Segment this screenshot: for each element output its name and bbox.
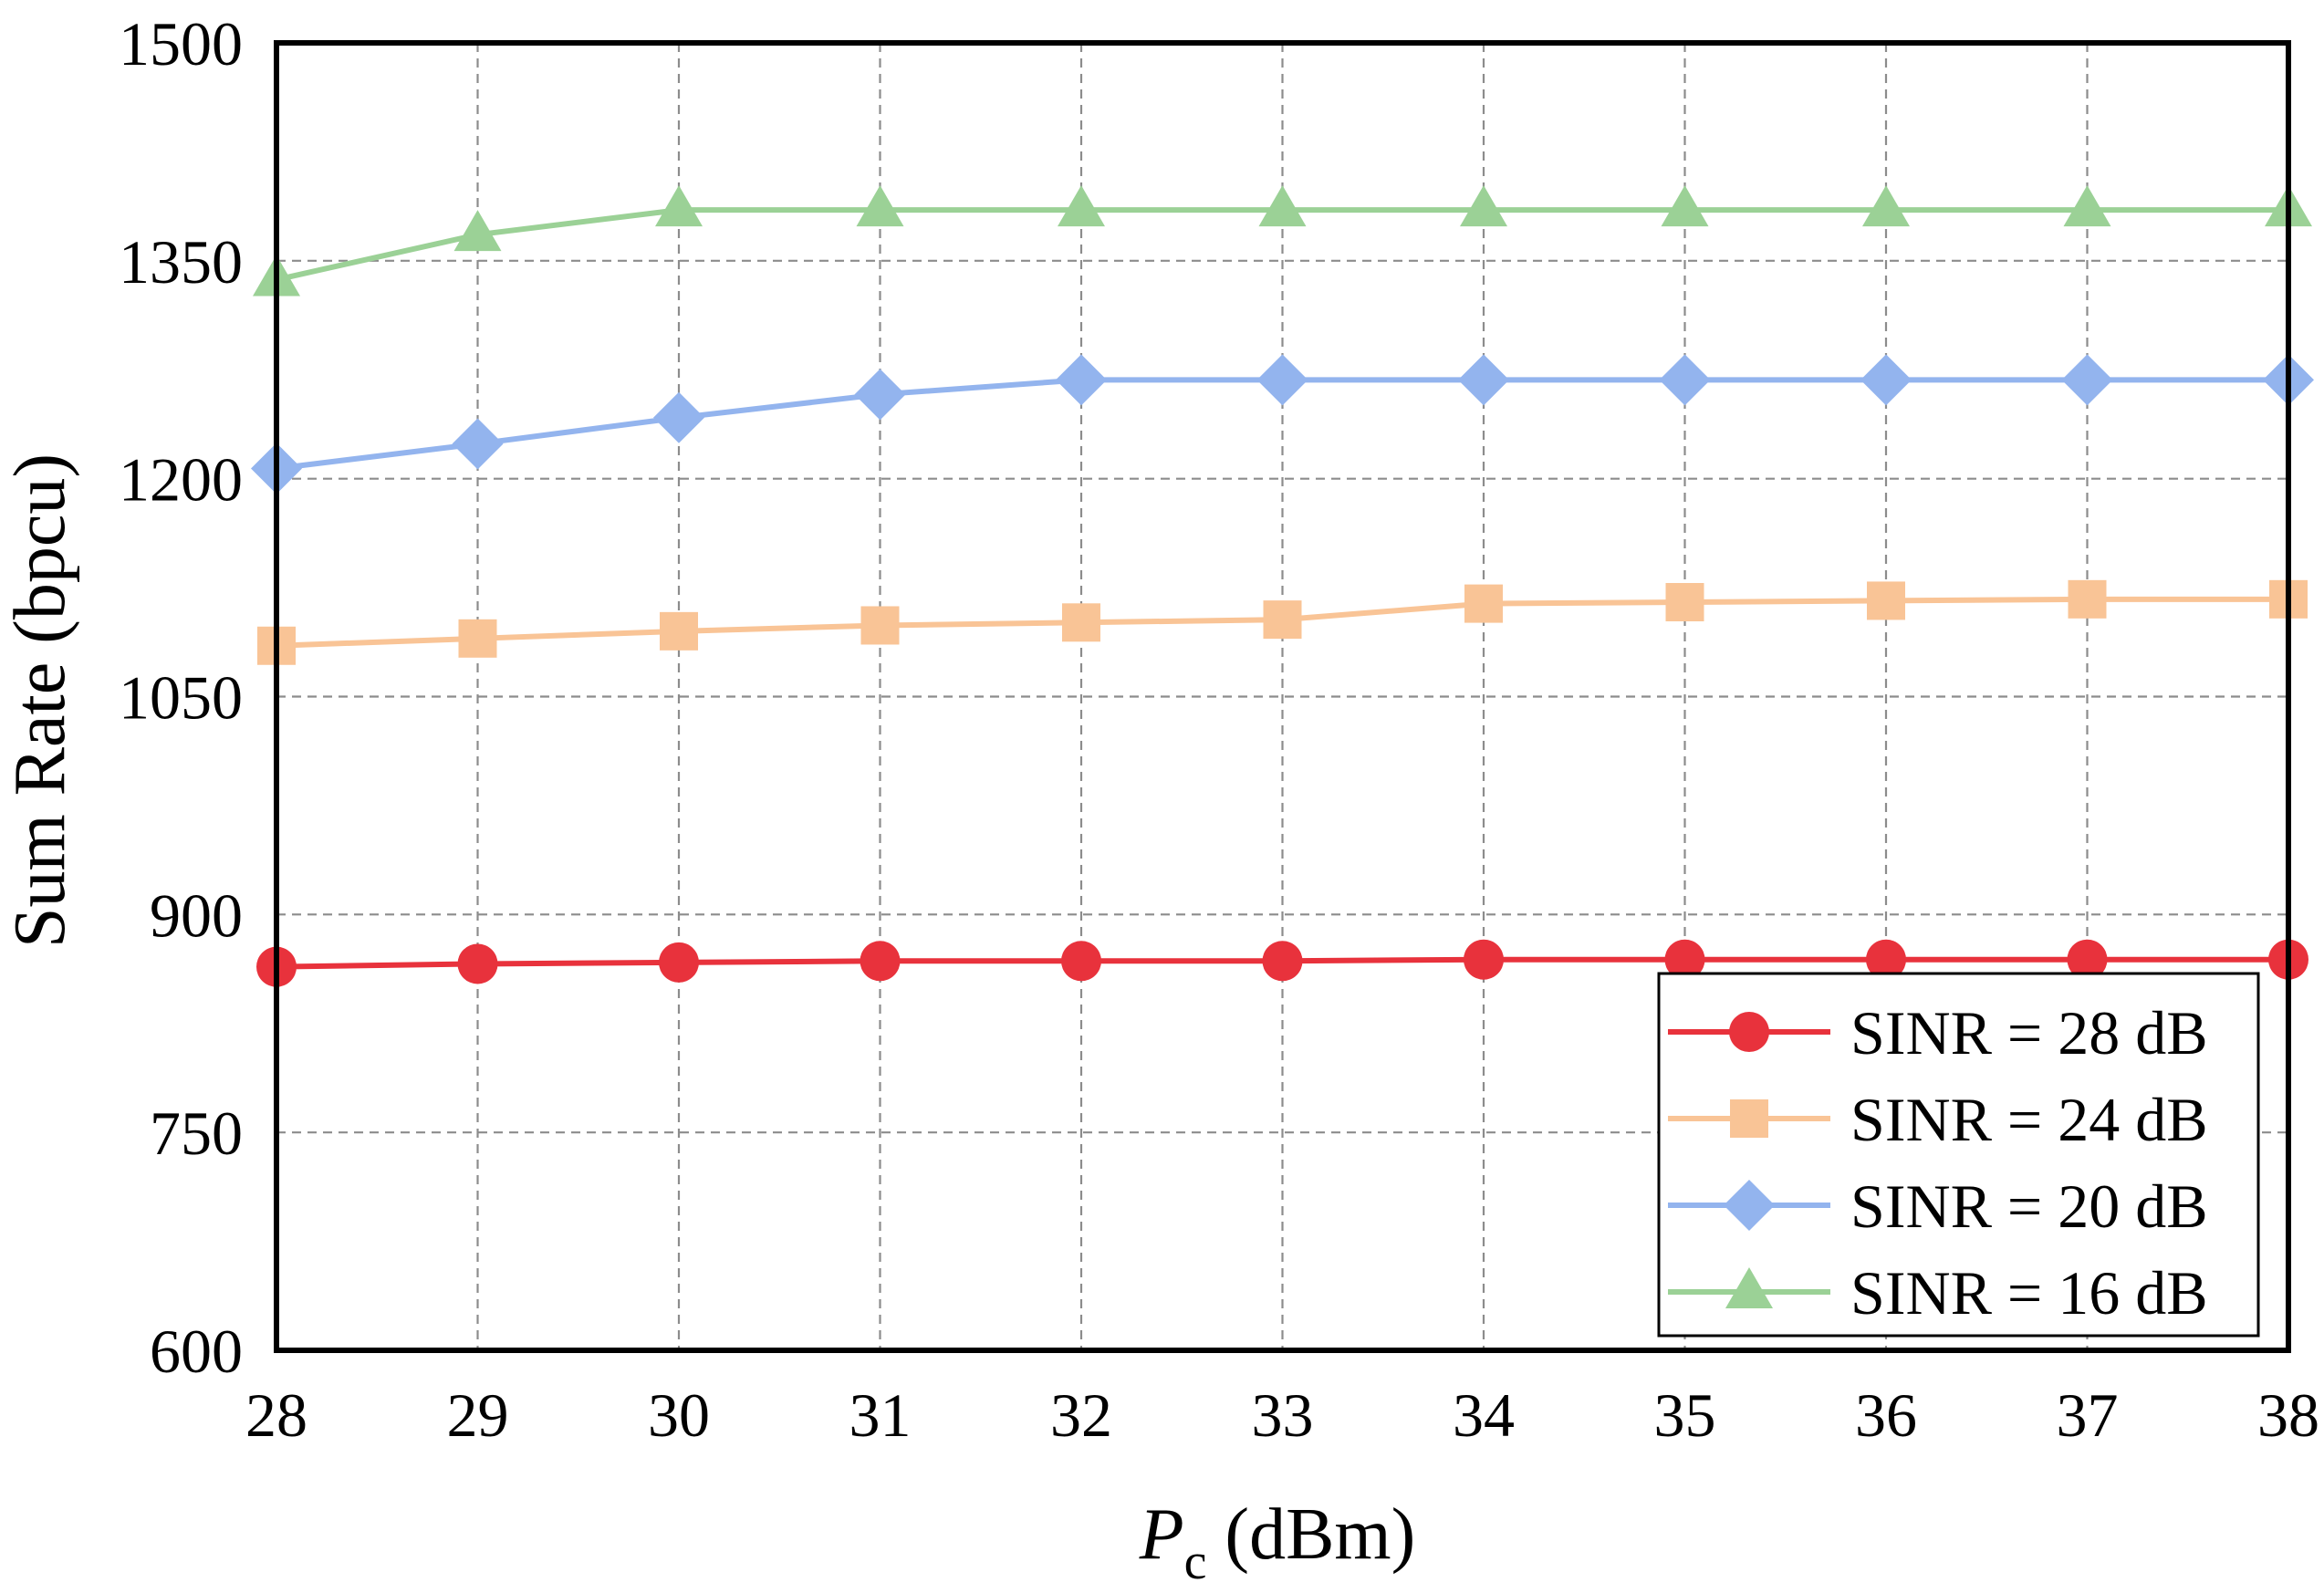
data-point xyxy=(458,619,497,658)
data-point xyxy=(1867,581,1905,620)
data-point xyxy=(1058,185,1105,227)
data-point xyxy=(856,185,904,227)
legend-item: SINR = 28 dB xyxy=(1668,998,2208,1067)
y-tick-label: 900 xyxy=(150,880,243,950)
x-tick-labels: 28 29 30 31 32 33 34 35 36 37 38 xyxy=(245,1380,2319,1450)
data-point xyxy=(854,369,906,421)
data-point xyxy=(1665,583,1704,622)
y-tick-label: 1050 xyxy=(119,663,243,733)
data-point xyxy=(452,418,504,470)
data-point xyxy=(1464,939,1504,980)
data-point xyxy=(1256,354,1308,406)
data-point xyxy=(453,210,502,252)
x-tick-label: 34 xyxy=(1453,1380,1515,1450)
x-tick-label: 30 xyxy=(648,1380,710,1450)
legend-label: SINR = 16 dB xyxy=(1850,1258,2208,1328)
legend-marker xyxy=(1725,1267,1773,1308)
data-point xyxy=(1062,603,1100,642)
x-tick-label: 35 xyxy=(1654,1380,1716,1450)
data-point xyxy=(653,391,704,443)
x-tick-label: 31 xyxy=(849,1380,912,1450)
legend-item: SINR = 20 dB xyxy=(1668,1171,2208,1241)
x-tick-label: 36 xyxy=(1855,1380,1917,1450)
series-circle xyxy=(256,939,2308,987)
data-point xyxy=(1860,354,1912,406)
data-point xyxy=(1458,354,1509,406)
data-point xyxy=(1659,354,1711,406)
y-tick-label: 600 xyxy=(150,1317,243,1386)
legend-marker xyxy=(1724,1180,1775,1231)
data-point xyxy=(457,943,498,984)
data-point xyxy=(1262,941,1303,982)
x-tick-label: 32 xyxy=(1050,1380,1112,1450)
x-tick-label: 29 xyxy=(447,1380,509,1450)
data-point xyxy=(860,941,901,982)
x-axis-title-unit: (dBm) xyxy=(1206,1494,1415,1575)
legend-label: SINR = 20 dB xyxy=(1850,1171,2208,1241)
y-tick-label: 1200 xyxy=(119,445,243,515)
legend-item: SINR = 24 dB xyxy=(1668,1085,2208,1154)
x-tick-label: 33 xyxy=(1252,1380,1314,1450)
data-point xyxy=(1661,185,1709,227)
plot-frame xyxy=(274,40,2291,1353)
data-point xyxy=(660,611,698,651)
data-point xyxy=(1460,185,1507,227)
x-tick-label: 37 xyxy=(2057,1380,2119,1450)
y-tick-label: 1350 xyxy=(119,227,243,297)
y-tick-labels: 600 750 900 1050 1200 1350 1500 xyxy=(119,9,243,1386)
x-axis-title-var: P xyxy=(1139,1494,1184,1575)
data-point xyxy=(2063,185,2111,227)
x-tick-label: 38 xyxy=(2257,1380,2319,1450)
legend-item: SINR = 16 dB xyxy=(1668,1258,2208,1328)
series-diamond xyxy=(251,354,2314,495)
data-point xyxy=(659,942,699,983)
data-point xyxy=(860,606,900,645)
data-point xyxy=(1664,939,1705,980)
x-tick-label: 28 xyxy=(245,1380,307,1450)
series-square xyxy=(257,579,2308,665)
legend-label: SINR = 24 dB xyxy=(1850,1085,2208,1154)
data-point xyxy=(1263,600,1302,640)
series-group xyxy=(251,185,2314,987)
x-axis-title-sub: c xyxy=(1184,1534,1207,1590)
y-tick-label: 1500 xyxy=(119,9,243,78)
data-point xyxy=(2067,939,2108,980)
data-point xyxy=(1056,354,1107,406)
legend-label: SINR = 28 dB xyxy=(1850,998,2208,1067)
data-point xyxy=(1464,584,1503,623)
y-tick-label: 750 xyxy=(150,1098,243,1168)
legend-marker xyxy=(1730,1099,1768,1138)
legend: SINR = 28 dB SINR = 24 dB SINR = 20 dB SINR… xyxy=(1657,972,2260,1338)
data-point xyxy=(2061,354,2113,406)
y-axis-title: Sum Rate (bpcu) xyxy=(0,453,80,948)
legend-marker xyxy=(1729,1012,1769,1052)
data-point xyxy=(655,185,703,227)
data-point xyxy=(2068,579,2107,619)
data-point xyxy=(1061,941,1101,982)
data-point xyxy=(1258,185,1307,227)
data-point xyxy=(1866,939,1906,980)
data-point xyxy=(1862,185,1910,227)
series-triangle xyxy=(253,185,2312,297)
x-axis-title: Pc (dBm) xyxy=(1139,1494,1416,1590)
